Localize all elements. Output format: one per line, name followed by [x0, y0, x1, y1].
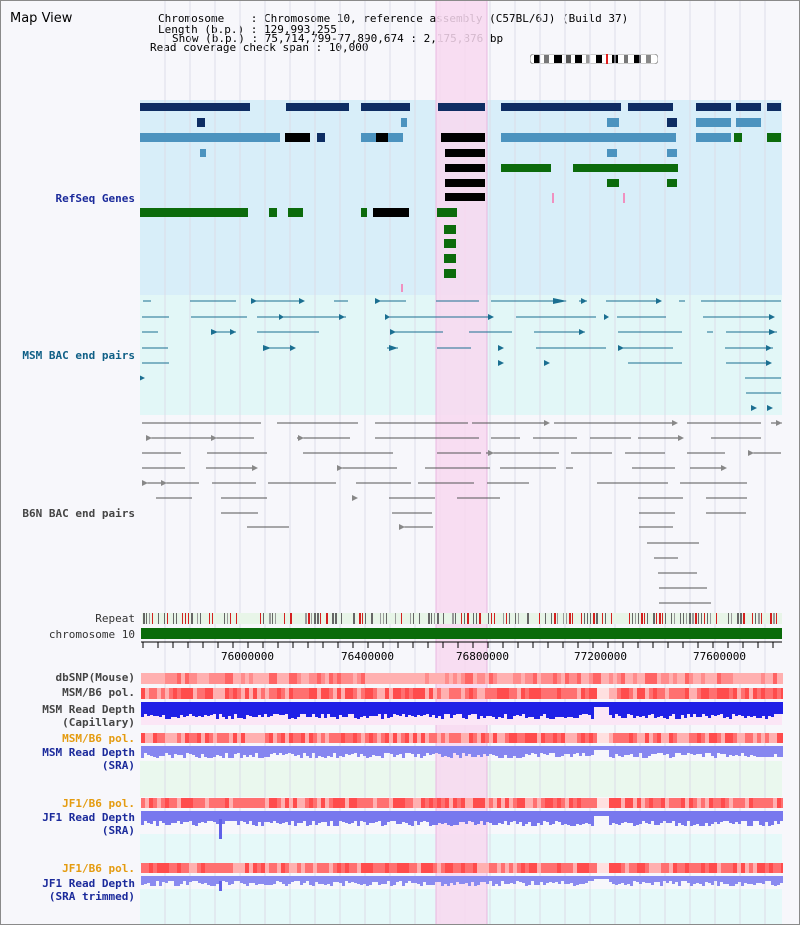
- axis-tick-label-76800000: 76800000: [456, 650, 509, 663]
- dbsnp-label: dbSNP(Mouse): [55, 671, 135, 684]
- coverage-value: 10,000: [328, 41, 369, 54]
- coverage-key: Read coverage check span :: [150, 41, 323, 54]
- msm-bac-pairs[interactable]: [142, 300, 781, 394]
- msm-b6-pol-track[interactable]: [141, 688, 783, 699]
- b6n-bac-label: B6N BAC end pairs: [22, 507, 135, 520]
- jf1-depth-sra-sub-label: (SRA): [101, 824, 135, 837]
- msm-b6-pol-label-2: MSM/B6 pol.: [62, 732, 135, 745]
- repeat-label: Repeat: [95, 612, 135, 625]
- jf1-b6-pol-label: JF1/B6 pol.: [62, 797, 135, 810]
- jf1-b6-pol-label-2: JF1/B6 pol.: [62, 862, 135, 875]
- msm-depth-sra-sub-label: (SRA): [101, 759, 135, 772]
- msm-depth-cap-sub-label: (Capillary): [62, 716, 135, 729]
- jf1-depth-trim-label: JF1 Read Depth: [42, 877, 135, 890]
- msm-depth-capillary-track[interactable]: [141, 702, 783, 725]
- coverage-row: Read coverage check span : 10,000: [150, 42, 369, 53]
- msm-b6-pol-label: MSM/B6 pol.: [62, 686, 135, 699]
- jf1-b6-pol-track[interactable]: [141, 798, 783, 808]
- length-key: Length (b.p.) :: [158, 23, 258, 36]
- genome-track-canvas[interactable]: 76000000 76400000 76800000 77200000 7760…: [140, 1, 783, 924]
- axis-tick-label-77200000: 77200000: [574, 650, 627, 663]
- msm-bac-label: MSM BAC end pairs: [22, 349, 135, 362]
- refseq-genes-label: RefSeq Genes: [55, 192, 135, 205]
- jf1-b6-pol-track-2[interactable]: [141, 863, 783, 873]
- jf1-depth-sra-label: JF1 Read Depth: [42, 811, 135, 824]
- chromosome-label: chromosome 10: [48, 628, 135, 641]
- msm-depth-cap-label: MSM Read Depth: [42, 703, 135, 716]
- axis-ticks: [142, 642, 774, 648]
- dbsnp-track[interactable]: [141, 673, 783, 684]
- repeat-marks[interactable]: [143, 613, 777, 624]
- msm-depth-sra-track[interactable]: [141, 746, 783, 758]
- msm-bac-ends: [140, 298, 776, 411]
- axis-tick-label-77600000: 77600000: [693, 650, 746, 663]
- msm-b6-pol-track-2[interactable]: [141, 733, 783, 743]
- jf1-depth-trim-track[interactable]: [141, 876, 783, 891]
- length-row: Length (b.p.) : 129,993,255: [158, 24, 337, 35]
- axis-tick-label-76400000: 76400000: [341, 650, 394, 663]
- chromosome-ideogram[interactable]: [530, 54, 658, 64]
- page-title: Map View: [10, 11, 73, 26]
- jf1-depth-sra-track[interactable]: [141, 811, 783, 839]
- chromosome-key: Chromosome :: [158, 12, 258, 25]
- refseq-genes[interactable]: [140, 103, 781, 292]
- b6n-bac-ends: [142, 420, 782, 530]
- show-key: Show (b.p.) :: [172, 32, 259, 45]
- b6n-bac-pairs[interactable]: [142, 422, 782, 604]
- msm-depth-sra-label: MSM Read Depth: [42, 746, 135, 759]
- chromosome-bar[interactable]: [141, 628, 782, 639]
- axis-tick-label-76000000: 76000000: [221, 650, 274, 663]
- length-value: 129,993,255: [263, 23, 337, 36]
- jf1-depth-trim-sub-label: (SRA trimmed): [48, 890, 135, 903]
